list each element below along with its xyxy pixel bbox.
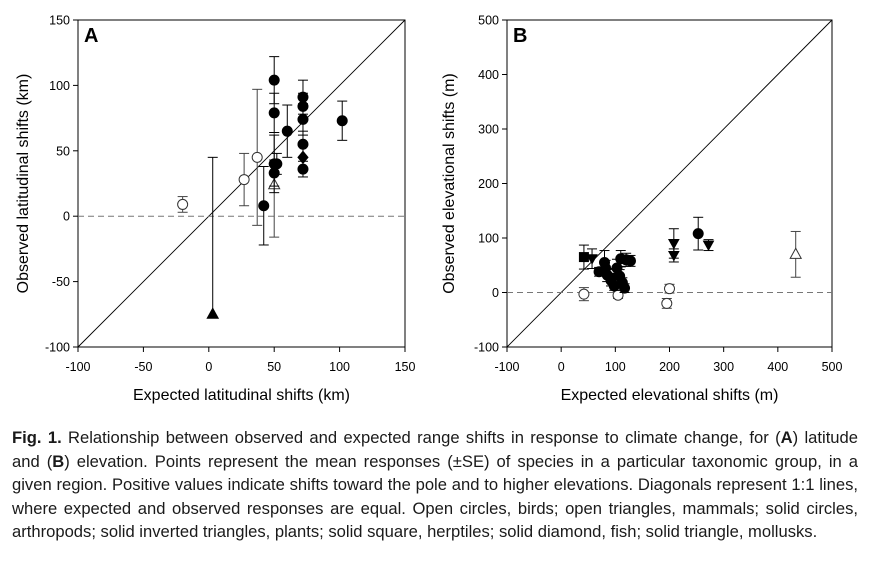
panel-a-solid-circle-point [297,113,309,125]
panel-b-x-tick-label: 300 [713,360,734,374]
panel-b-solid-circle-point [625,255,636,267]
panel-a-y-tick-label: -50 [52,275,70,289]
panel-a-x-tick-label: -50 [134,360,152,374]
panel-b-solid-circle-point [692,228,704,240]
panel-a-solid-circle-point [336,115,348,127]
panel-a-x-tick-label: 50 [267,360,281,374]
panel-b-x-tick-label: 500 [822,360,843,374]
panel-a-solid-triangle-up-point [206,307,220,319]
panel-b-solid-inverted-triangle-point [702,240,715,252]
panel-a-y-tick-label: 50 [56,144,70,158]
caption-fig-label: Fig. 1. [12,428,62,447]
panel-b-y-tick-label: -100 [474,341,499,355]
panel-b-y-axis-label: Observed elevational shifts (m) [441,73,458,294]
panel-b-open-circle-point [578,288,590,300]
panel-a-y-tick-label: -100 [45,341,70,355]
figure: -100 -50 0 50 100 150 -100 -50 0 50 100 150 Expected… [15,14,842,405]
panel-b-solid-inverted-triangle-point [667,238,680,250]
panel-b-x-tick-label: 100 [605,360,626,374]
panel-a-y-tick-label: 100 [49,79,70,93]
panel-a-solid-diamond-point [297,150,309,165]
panel-b-y-tick-label: 300 [478,123,499,137]
panel-b-y-tick-label: 200 [478,177,499,191]
panel-b-solid-circle-point [619,282,631,294]
panel-a-x-tick-label: 0 [205,360,212,374]
panel-a-x-tick-label: 150 [395,360,416,374]
caption-text-1: Relationship between observed and expect… [61,428,781,447]
panel-a-solid-circle-point [268,74,280,86]
panel-a-solid-circle-point [271,158,283,170]
figure-caption: Fig. 1. Relationship between observed an… [12,426,858,544]
panel-a-x-tick-label: 100 [329,360,350,374]
panel-a-y-tick-label: 0 [63,210,70,224]
panel-a-open-circle-point [251,151,263,163]
panel-b-solid-inverted-triangle-point [586,254,598,265]
panel-b-solid-inverted-triangle-point [609,272,622,284]
panel-b: -100 0 100 200 300 400 500 -100 0 100 200 300 400 500… [441,14,842,405]
panel-a-solid-circle-point [281,125,293,137]
panel-a-x-tick-label: -100 [65,360,90,374]
panel-b-x-tick-label: 400 [767,360,788,374]
panel-a-panel-letter: A [84,25,98,47]
panel-b-y-tick-label: 500 [478,14,499,28]
panel-a-open-circle-point [177,198,189,210]
panel-b-diagonal-line [506,19,833,348]
panel-a-y-axis-label: Observed latitudinal shifts (km) [15,74,32,294]
panel-a-x-axis-label: Expected latitudinal shifts (km) [133,387,350,404]
panel-b-y-tick-label: 400 [478,68,499,82]
caption-text-2: ) latitude and ( [12,428,858,471]
caption-label-a: A [780,428,793,447]
panel-a-solid-circle-point [258,200,270,212]
panel-b-solid-square-point [578,252,589,263]
panel-a-open-circle-point [238,174,250,186]
caption-text-3: ) elevation. Points represent the mean r… [12,451,858,542]
panel-a-plot-frame [77,19,406,348]
panel-b-open-triangle-up-point [789,247,803,259]
panel-b-open-circle-point [664,283,675,295]
panel-a-solid-circle-point [268,107,280,119]
panel-b-x-tick-label: -100 [494,360,519,374]
panel-a: -100 -50 0 50 100 150 -100 -50 0 50 100 150 Expected… [15,14,415,405]
panel-b-panel-letter: B [513,25,527,47]
panel-b-solid-inverted-triangle-point [667,250,680,262]
panel-b-y-tick-label: 0 [492,286,499,300]
panel-b-x-axis-label: Expected elevational shifts (m) [561,387,779,404]
panel-a-solid-circle-point [268,167,280,179]
panel-b-x-tick-label: 0 [558,360,565,374]
panel-b-x-tick-label: 200 [659,360,680,374]
caption-label-b: B [52,451,65,471]
panel-b-y-tick-label: 100 [478,232,499,246]
panel-b-open-circle-point [661,297,673,309]
panel-a-y-tick-label: 150 [49,14,70,28]
